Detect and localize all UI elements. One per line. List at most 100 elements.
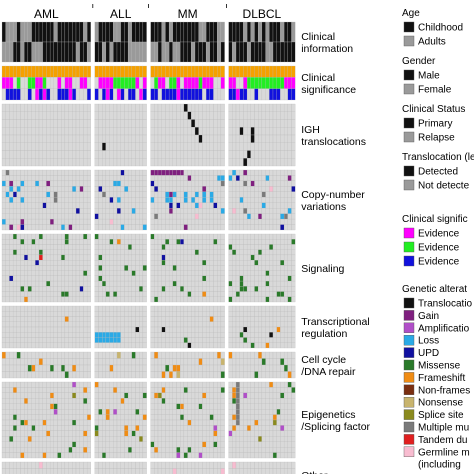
cell-other xyxy=(202,461,207,469)
cell-epigenetics xyxy=(46,398,51,404)
cell-epigenetics xyxy=(20,403,25,410)
cell-cnv xyxy=(202,180,207,187)
cell-igh xyxy=(269,127,274,136)
cell-transcription xyxy=(276,332,281,338)
cell-epigenetics xyxy=(287,452,292,459)
cell-epigenetics xyxy=(205,436,210,442)
cell-epigenetics xyxy=(35,425,40,431)
cell-transcription xyxy=(283,321,288,328)
cell-igh xyxy=(172,158,177,167)
cell-epigenetics xyxy=(176,419,181,426)
cell-signaling xyxy=(113,291,118,297)
cell-signaling xyxy=(180,291,185,297)
cell-transcription xyxy=(12,321,17,328)
cell-transcription xyxy=(86,316,91,322)
cell-cnv xyxy=(165,191,170,198)
cell-signaling xyxy=(75,270,80,276)
cell-other xyxy=(1,468,6,474)
cell-cnv xyxy=(20,197,25,203)
cell-cellcycle xyxy=(1,358,6,366)
cell-epigenetics xyxy=(250,398,255,404)
cell-igh xyxy=(86,111,91,120)
cell-epigenetics xyxy=(68,430,73,437)
cell-cnv xyxy=(198,197,203,203)
cell-signaling xyxy=(64,270,69,276)
cell-transcription xyxy=(94,326,99,333)
cell-clin_info xyxy=(161,41,166,63)
cell-signaling xyxy=(254,291,259,297)
cell-cnv xyxy=(61,218,66,225)
cell-igh xyxy=(24,119,29,128)
cell-clin_sig xyxy=(213,88,218,101)
cell-clin_sig xyxy=(16,88,21,101)
cell-clin_sig xyxy=(20,88,25,101)
cell-igh xyxy=(194,111,199,120)
cell-signaling xyxy=(86,296,91,303)
cell-igh xyxy=(1,142,6,151)
cell-cellcycle xyxy=(105,364,110,372)
cell-clin_sig xyxy=(265,77,270,89)
cell-signaling xyxy=(168,275,173,282)
cell-clin_info xyxy=(94,41,99,63)
cell-epigenetics xyxy=(157,425,162,431)
cell-clin_sig xyxy=(176,77,181,89)
cell-signaling xyxy=(157,249,162,256)
cell-other xyxy=(176,461,181,469)
cell-cnv xyxy=(57,169,62,176)
cell-transcription xyxy=(157,326,162,333)
cell-transcription xyxy=(276,326,281,333)
cell-cellcycle xyxy=(139,364,144,372)
cell-signaling xyxy=(9,275,14,282)
cell-cnv xyxy=(269,197,274,203)
cell-clin_info xyxy=(180,21,185,43)
cell-signaling xyxy=(265,280,270,287)
cell-signaling xyxy=(258,265,263,271)
cell-epigenetics xyxy=(283,381,288,388)
cell-signaling xyxy=(232,244,237,250)
cell-signaling xyxy=(258,249,263,256)
cell-clin_sig xyxy=(165,65,170,78)
cell-cnv xyxy=(42,213,47,220)
cell-epigenetics xyxy=(120,392,125,399)
cell-clin_sig xyxy=(280,88,285,101)
cell-epigenetics xyxy=(120,441,125,448)
cell-signaling xyxy=(49,244,54,250)
cell-signaling xyxy=(75,265,80,271)
cell-epigenetics xyxy=(113,441,118,448)
cell-epigenetics xyxy=(280,403,285,410)
cell-cnv xyxy=(191,208,196,214)
cell-igh xyxy=(254,127,259,136)
cell-cellcycle xyxy=(157,371,162,379)
cell-transcription xyxy=(161,332,166,338)
cell-clin_sig xyxy=(94,77,99,89)
cell-igh xyxy=(127,103,132,112)
cell-igh xyxy=(213,150,218,159)
cell-cnv xyxy=(9,186,14,192)
cell-signaling xyxy=(180,296,185,303)
cell-clin_sig xyxy=(109,88,114,101)
cell-epigenetics xyxy=(46,430,51,437)
cell-cellcycle xyxy=(287,371,292,379)
cell-epigenetics xyxy=(291,381,296,388)
cell-transcription xyxy=(46,305,51,312)
cell-transcription xyxy=(46,332,51,338)
cell-signaling xyxy=(53,275,58,282)
cell-epigenetics xyxy=(180,409,185,415)
cell-epigenetics xyxy=(142,441,147,448)
cell-signaling xyxy=(165,270,170,276)
cell-clin_info xyxy=(250,21,255,43)
cell-igh xyxy=(180,150,185,159)
cell-epigenetics xyxy=(79,398,84,404)
cell-cnv xyxy=(116,208,121,214)
cell-signaling xyxy=(250,233,255,240)
cell-clin_info xyxy=(16,41,21,63)
cell-transcription xyxy=(131,332,136,338)
cell-transcription xyxy=(165,332,170,338)
cell-transcription xyxy=(24,337,29,343)
cell-igh xyxy=(35,111,40,120)
cell-transcription xyxy=(53,342,58,349)
cell-igh xyxy=(269,134,274,143)
cell-epigenetics xyxy=(105,447,110,453)
cell-epigenetics xyxy=(239,392,244,399)
cell-cnv xyxy=(180,218,185,225)
